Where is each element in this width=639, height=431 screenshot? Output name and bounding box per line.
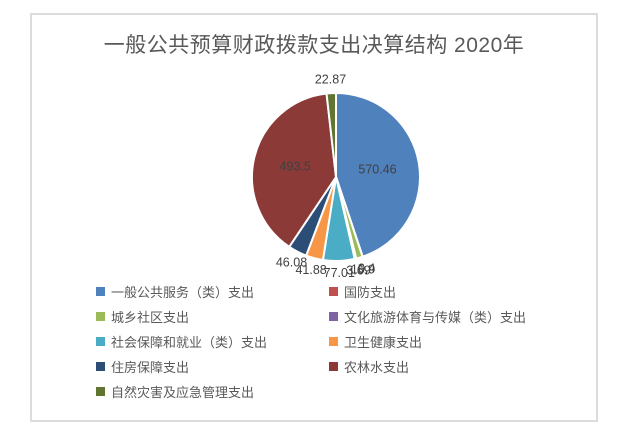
chart-title: 一般公共预算财政拨款支出决算结构 2020年 bbox=[103, 34, 525, 57]
legend-item-0[interactable]: 一般公共服务（类）支出 bbox=[96, 282, 329, 301]
legend-label: 文化旅游体育与传媒（类）支出 bbox=[344, 310, 527, 325]
legend-swatch-icon bbox=[96, 362, 105, 371]
legend-item-4[interactable]: 社会保障和就业（类）支出 bbox=[96, 332, 329, 351]
legend-item-7[interactable]: 农林水支出 bbox=[329, 357, 629, 376]
legend-label: 农林水支出 bbox=[344, 360, 410, 375]
legend-swatch-icon bbox=[329, 287, 338, 296]
slice-value-label-8: 22.87 bbox=[315, 72, 346, 86]
legend-swatch-icon bbox=[96, 337, 105, 346]
chart-area: 一般公共预算财政拨款支出决算结构 2020年 570.46 0.4 15.9 3.69… bbox=[30, 13, 598, 422]
slice-value-label-3: 3.69 bbox=[346, 264, 370, 278]
legend-swatch-icon bbox=[96, 387, 105, 396]
slice-value-label-7: 493.5 bbox=[280, 159, 311, 173]
legend-swatch-icon bbox=[96, 312, 105, 321]
slice-value-label-0: 570.46 bbox=[358, 162, 396, 176]
pie-slice-7[interactable] bbox=[251, 92, 337, 248]
legend-swatch-icon bbox=[329, 362, 338, 371]
legend-item-2[interactable]: 城乡社区支出 bbox=[96, 307, 329, 326]
legend-label: 卫生健康支出 bbox=[344, 335, 423, 350]
legend-label: 住房保障支出 bbox=[111, 360, 190, 375]
slice-value-label-2: 15.9 bbox=[351, 262, 375, 276]
legend-label: 自然灾害及应急管理支出 bbox=[111, 385, 255, 400]
slice-value-label-6: 46.08 bbox=[276, 255, 307, 269]
legend-item-5[interactable]: 卫生健康支出 bbox=[329, 332, 629, 351]
slice-value-label-4: 77.01 bbox=[324, 266, 355, 280]
legend-label: 一般公共服务（类）支出 bbox=[111, 285, 255, 300]
slice-value-label-5: 41.88 bbox=[295, 263, 326, 277]
chart-legend: 一般公共服务（类）支出 国防支出城乡社区支出 文化旅游体育与传媒（类）支出社会保障和… bbox=[96, 279, 629, 404]
legend-item-8[interactable]: 自然灾害及应急管理支出 bbox=[96, 382, 329, 401]
pie-slice-8[interactable] bbox=[325, 92, 337, 178]
legend-label: 国防支出 bbox=[344, 285, 397, 300]
legend-item-1[interactable]: 国防支出 bbox=[329, 282, 629, 301]
legend-item-6[interactable]: 住房保障支出 bbox=[96, 357, 329, 376]
legend-swatch-icon bbox=[96, 287, 105, 296]
legend-swatch-icon bbox=[329, 337, 338, 346]
legend-item-3[interactable]: 文化旅游体育与传媒（类）支出 bbox=[329, 307, 629, 326]
legend-swatch-icon bbox=[329, 312, 338, 321]
legend-label: 城乡社区支出 bbox=[111, 310, 190, 325]
pie-slice-0[interactable] bbox=[335, 92, 421, 258]
slice-value-label-1: 0.4 bbox=[358, 261, 375, 275]
legend-label: 社会保障和就业（类）支出 bbox=[111, 335, 268, 350]
